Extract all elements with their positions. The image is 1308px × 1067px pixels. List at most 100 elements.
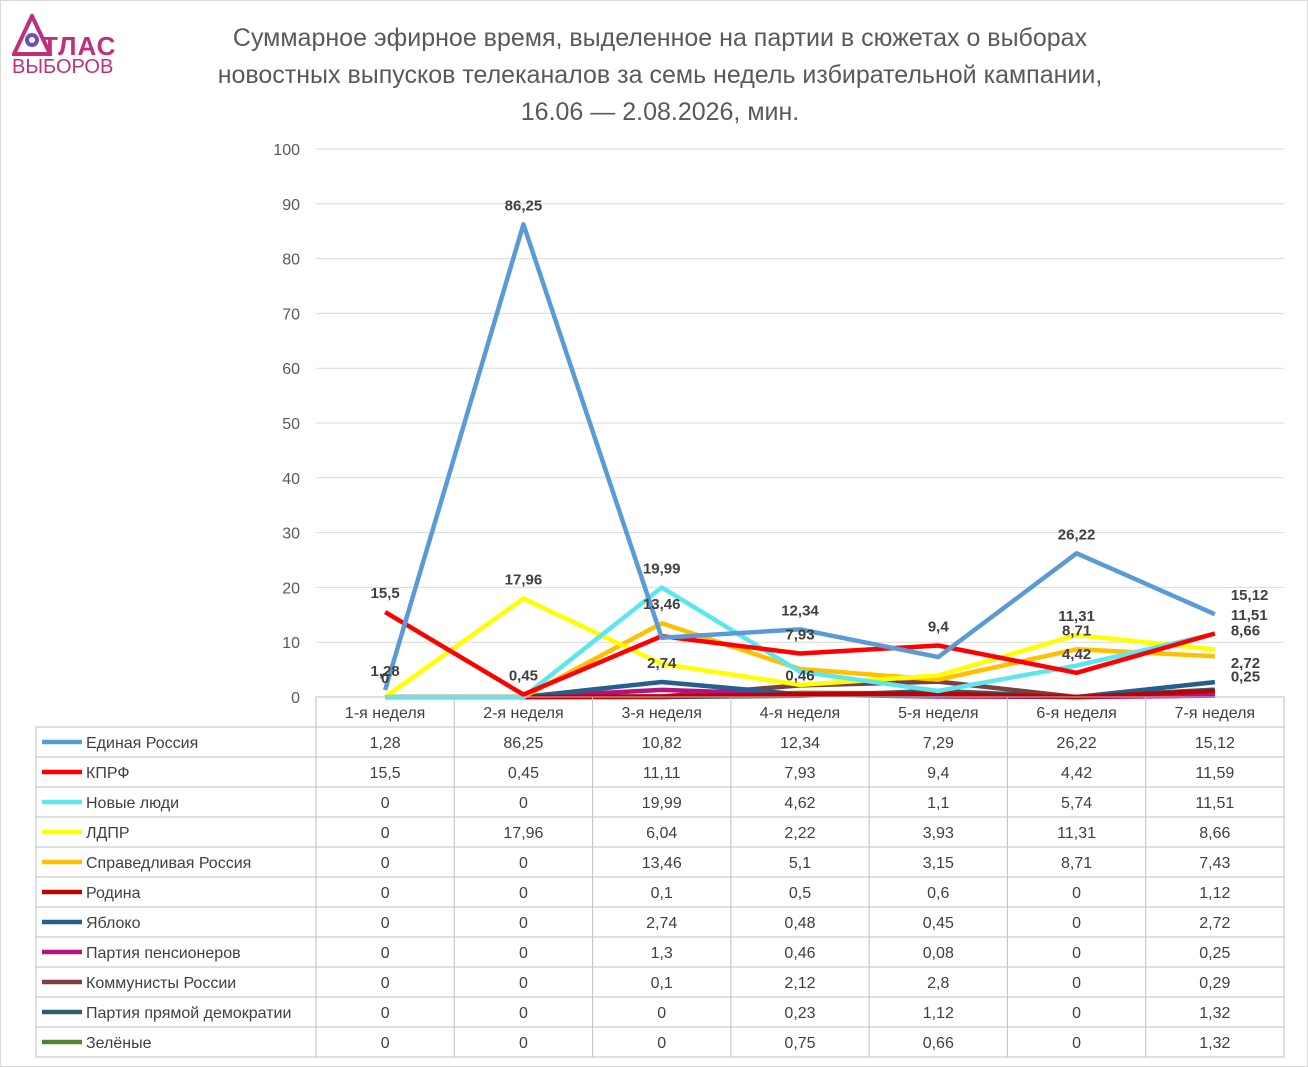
table-cell: 3,93 bbox=[923, 825, 954, 842]
table-cell: 0,46 bbox=[784, 945, 815, 962]
series-name: КПРФ bbox=[86, 765, 129, 782]
table-cell: 1,28 bbox=[370, 735, 401, 752]
x-category-label: 4-я неделя bbox=[760, 705, 840, 722]
data-label: 26,22 bbox=[1058, 526, 1096, 543]
table-cell: 2,72 bbox=[1199, 915, 1230, 932]
table-cell: 0 bbox=[519, 855, 528, 872]
table-cell: 0 bbox=[657, 1035, 666, 1052]
chart-title-line-2: новостных выпусков телеканалов за семь н… bbox=[217, 61, 1103, 89]
table-cell: 9,4 bbox=[927, 765, 949, 782]
series-name: Зелёные bbox=[86, 1035, 152, 1052]
logo-text-bottom: ВЫБОРОВ bbox=[12, 56, 114, 78]
x-category-label: 2-я неделя bbox=[483, 705, 563, 722]
data-table: 1-я неделя 2-я неделя 3-я неделя 4-я неделя… bbox=[35, 696, 1285, 1058]
data-label: 19,99 bbox=[643, 560, 681, 577]
table-cell: 4,42 bbox=[1061, 765, 1092, 782]
table-cell: 0 bbox=[519, 795, 528, 812]
y-tick-label: 0 bbox=[291, 690, 300, 707]
table-cell: 15,5 bbox=[370, 765, 401, 782]
table-cell: 8,66 bbox=[1199, 825, 1230, 842]
table-cell: 0,29 bbox=[1199, 975, 1230, 992]
table-cell: 0 bbox=[381, 1005, 390, 1022]
data-label: 15,12 bbox=[1231, 587, 1269, 604]
table-cell: 0 bbox=[519, 1005, 528, 1022]
table-cell: 1,3 bbox=[651, 945, 673, 962]
table-cell: 0 bbox=[381, 855, 390, 872]
table-cell: 4,62 bbox=[784, 795, 815, 812]
x-category-label: 1-я неделя bbox=[345, 705, 425, 722]
data-label: 15,5 bbox=[371, 585, 400, 602]
x-category-label: 7-я неделя bbox=[1175, 705, 1255, 722]
table-cell: 0 bbox=[519, 975, 528, 992]
series-name: ЛДПР bbox=[86, 825, 130, 842]
table-cell: 0 bbox=[381, 945, 390, 962]
atlas-logo: ТЛАС ВЫБОРОВ bbox=[12, 14, 122, 78]
table-cell: 0 bbox=[1072, 975, 1081, 992]
data-label: 2,72 bbox=[1231, 655, 1260, 672]
table-cell: 0 bbox=[1072, 945, 1081, 962]
data-label: 9,4 bbox=[928, 618, 950, 635]
data-label: 7,93 bbox=[785, 627, 814, 644]
x-category-label: 5-я неделя bbox=[898, 705, 978, 722]
table-cell: 0,45 bbox=[508, 765, 539, 782]
data-label: 0 bbox=[381, 670, 389, 687]
y-tick-label: 70 bbox=[282, 306, 300, 323]
table-cell: 0 bbox=[1072, 885, 1081, 902]
series-line bbox=[382, 222, 1216, 691]
y-axis: 0 10 20 30 40 50 60 70 80 90 100 bbox=[273, 142, 300, 707]
table-cell: 3,15 bbox=[923, 855, 954, 872]
table-cell: 5,1 bbox=[789, 855, 811, 872]
data-label: 8,71 bbox=[1062, 622, 1091, 639]
x-category-label: 3-я неделя bbox=[622, 705, 702, 722]
series-line bbox=[383, 596, 1216, 699]
table-cell: 0,1 bbox=[651, 885, 673, 902]
series-name: Яблоко bbox=[86, 915, 141, 932]
series-name: Коммунисты России bbox=[86, 975, 236, 992]
y-tick-label: 90 bbox=[282, 197, 300, 214]
chart-title-line-3: 16.06 — 2.08.2026, мин. bbox=[520, 98, 800, 126]
table-cell: 0,48 bbox=[784, 915, 815, 932]
table-cell: 8,71 bbox=[1061, 855, 1092, 872]
table-cell: 5,74 bbox=[1061, 795, 1092, 812]
table-cell: 1,12 bbox=[923, 1005, 954, 1022]
data-label: 11,31 bbox=[1058, 608, 1095, 625]
table-cell: 7,43 bbox=[1199, 855, 1230, 872]
table-cell: 0 bbox=[657, 1005, 666, 1022]
table-cell: 0 bbox=[1072, 1035, 1081, 1052]
data-label: 17,96 bbox=[505, 572, 543, 589]
y-tick-label: 30 bbox=[282, 526, 300, 543]
table-cell: 11,11 bbox=[643, 765, 681, 782]
y-tick-label: 50 bbox=[282, 416, 300, 433]
series-line bbox=[383, 610, 1216, 697]
table-cell: 10,82 bbox=[642, 735, 682, 752]
table-cell: 1,1 bbox=[927, 795, 949, 812]
data-label: 13,46 bbox=[643, 596, 681, 613]
table-cell: 0,75 bbox=[784, 1035, 815, 1052]
table-cell: 1,32 bbox=[1199, 1035, 1230, 1052]
series-name: Родина bbox=[86, 885, 141, 902]
table-cell: 11,59 bbox=[1195, 765, 1234, 782]
table-cell: 1,32 bbox=[1199, 1005, 1230, 1022]
data-label: 4,42 bbox=[1062, 646, 1091, 663]
data-label: 0,25 bbox=[1231, 669, 1260, 686]
table-cell: 0 bbox=[381, 795, 390, 812]
table-cell: 0 bbox=[519, 1035, 528, 1052]
table-cell: 7,93 bbox=[784, 765, 815, 782]
table-cell: 0,45 bbox=[923, 915, 954, 932]
y-tick-label: 40 bbox=[282, 471, 300, 488]
table-cell: 11,51 bbox=[1195, 795, 1234, 812]
x-category-label: 6-я неделя bbox=[1036, 705, 1116, 722]
table-cell: 0 bbox=[381, 885, 390, 902]
table-cell: 86,25 bbox=[503, 735, 543, 752]
data-label: 11,51 bbox=[1231, 607, 1268, 624]
table-cell: 0 bbox=[381, 825, 390, 842]
table-cell: 11,31 bbox=[1057, 825, 1096, 842]
table-cell: 15,12 bbox=[1195, 735, 1235, 752]
chart-title-line-1: Суммарное эфирное время, выделенное на п… bbox=[232, 24, 1088, 52]
y-tick-label: 60 bbox=[282, 361, 300, 378]
table-cell: 0,08 bbox=[923, 945, 954, 962]
table-cell: 7,29 bbox=[923, 735, 954, 752]
table-cell: 0,25 bbox=[1199, 945, 1230, 962]
table-cell: 2,12 bbox=[784, 975, 815, 992]
logo-text-top: ТЛАС bbox=[42, 31, 117, 61]
